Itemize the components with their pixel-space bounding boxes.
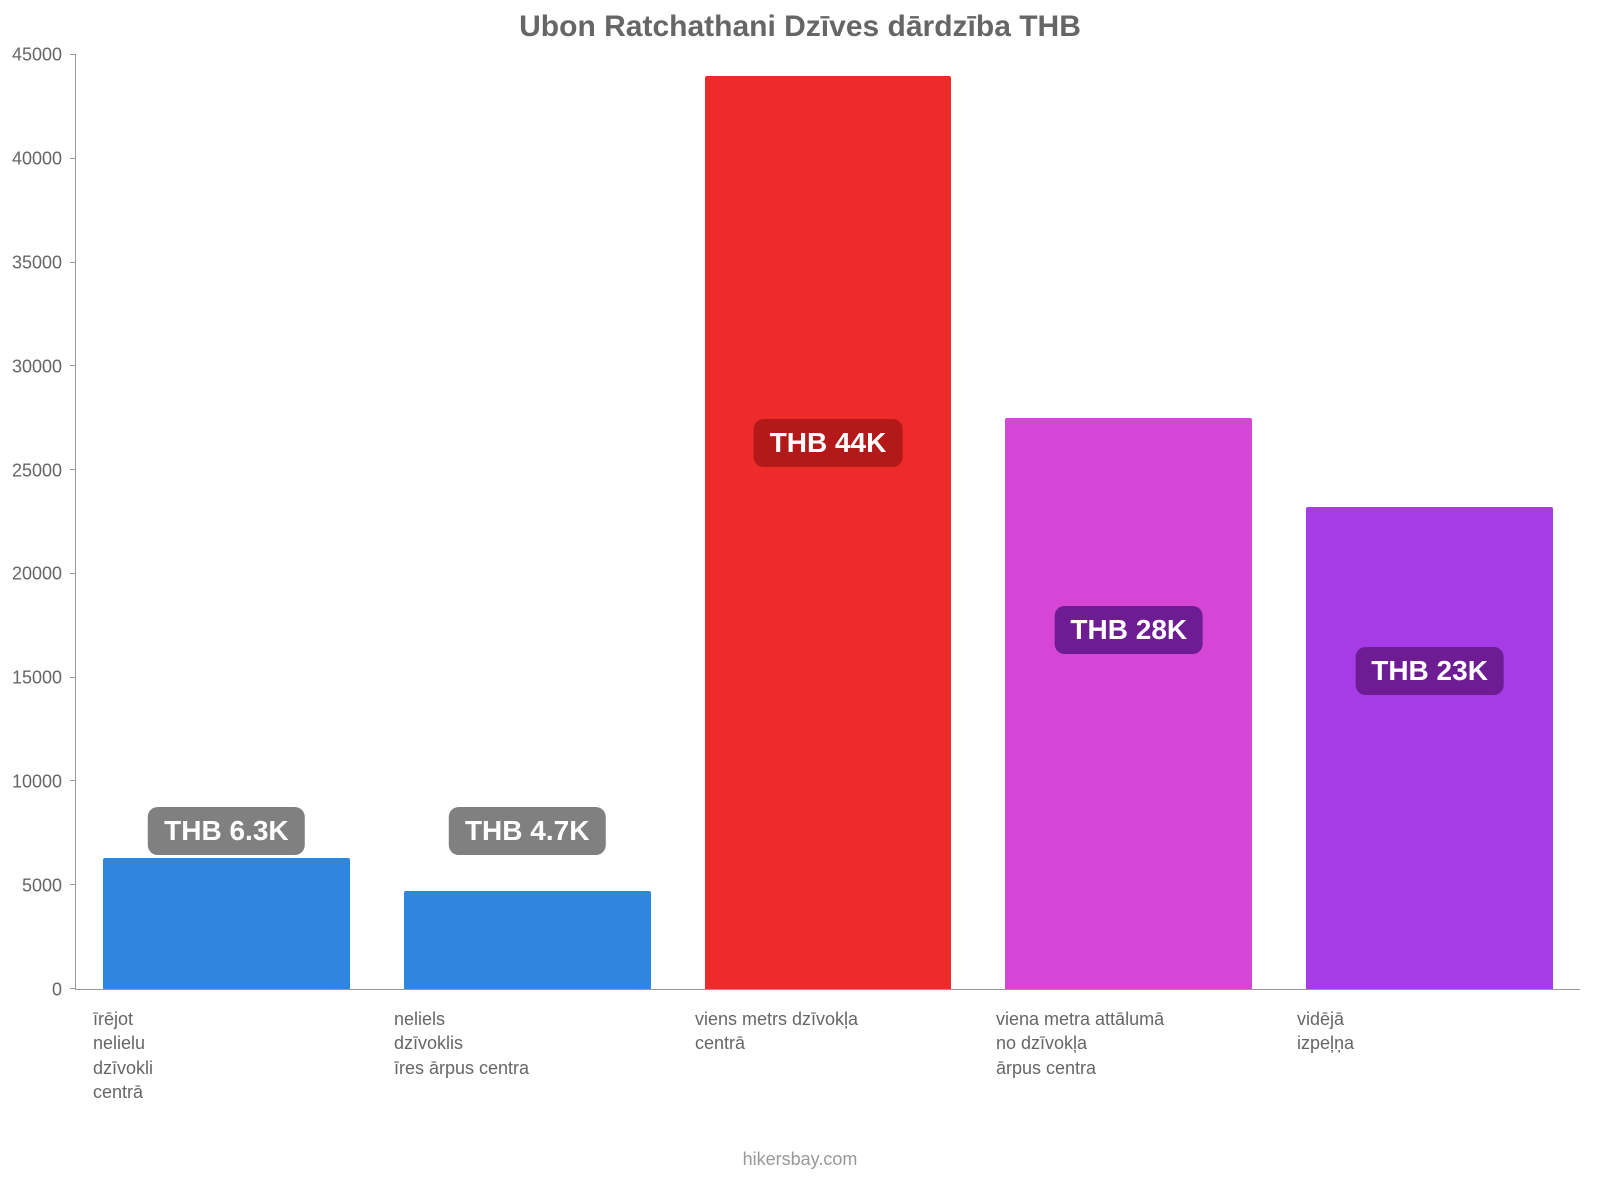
- y-tick-mark: [70, 780, 76, 781]
- chart-title: Ubon Ratchathani Dzīves dārdzība THB: [0, 10, 1600, 44]
- x-axis-labels: īrējot nelielu dzīvokli centrā neliels dz…: [75, 995, 1580, 1104]
- x-label-slot: īrējot nelielu dzīvokli centrā: [75, 995, 376, 1104]
- y-tick-label: 20000: [12, 564, 62, 585]
- bar: [705, 76, 952, 989]
- y-tick-label: 0: [52, 980, 62, 1001]
- bar: [103, 858, 350, 989]
- y-tick-label: 45000: [12, 45, 62, 66]
- y-tick-mark: [70, 884, 76, 885]
- y-tick-mark: [70, 988, 76, 989]
- y-tick-label: 5000: [22, 876, 62, 897]
- bar-value-label: THB 28K: [1054, 606, 1203, 654]
- bar-value-label: THB 44K: [754, 419, 903, 467]
- y-tick-label: 35000: [12, 252, 62, 273]
- bar-value-label: THB 4.7K: [449, 807, 605, 855]
- bar-slot: THB 4.7K: [377, 55, 678, 989]
- y-tick-mark: [70, 158, 76, 159]
- plot-area: THB 6.3K THB 4.7K THB 44K THB 28K THB 23K: [75, 55, 1580, 990]
- bars-row: THB 6.3K THB 4.7K THB 44K THB 28K THB 23K: [76, 55, 1580, 989]
- chart-footer: hikersbay.com: [0, 1149, 1600, 1170]
- x-label: vidējā izpeļņa: [1297, 1007, 1562, 1056]
- y-tick-mark: [70, 573, 76, 574]
- bar-slot: THB 23K: [1279, 55, 1580, 989]
- bar-value-label: THB 23K: [1355, 647, 1504, 695]
- y-tick-mark: [70, 54, 76, 55]
- y-tick-mark: [70, 469, 76, 470]
- bar: [1306, 507, 1553, 989]
- y-tick-label: 15000: [12, 668, 62, 689]
- bar-value-label: THB 6.3K: [148, 807, 304, 855]
- x-label-slot: viens metrs dzīvokļa centrā: [677, 995, 978, 1104]
- bar: [404, 891, 651, 989]
- y-tick-mark: [70, 365, 76, 366]
- bar-slot: THB 6.3K: [76, 55, 377, 989]
- x-label: īrējot nelielu dzīvokli centrā: [93, 1007, 358, 1104]
- bar: [1005, 418, 1252, 989]
- y-tick-label: 10000: [12, 772, 62, 793]
- bar-slot: THB 44K: [678, 55, 979, 989]
- x-label: viena metra attālumā no dzīvokļa ārpus c…: [996, 1007, 1261, 1080]
- x-label-slot: viena metra attālumā no dzīvokļa ārpus c…: [978, 995, 1279, 1104]
- y-axis: 0500010000150002000025000300003500040000…: [0, 55, 70, 990]
- x-label: viens metrs dzīvokļa centrā: [695, 1007, 960, 1056]
- y-tick-label: 30000: [12, 356, 62, 377]
- y-tick-label: 25000: [12, 460, 62, 481]
- x-label-slot: vidējā izpeļņa: [1279, 995, 1580, 1104]
- x-label: neliels dzīvoklis īres ārpus centra: [394, 1007, 659, 1080]
- chart-container: Ubon Ratchathani Dzīves dārdzība THB 0 50…: [0, 0, 1600, 1200]
- y-tick-mark: [70, 677, 76, 678]
- x-label-slot: neliels dzīvoklis īres ārpus centra: [376, 995, 677, 1104]
- y-tick-label: 40000: [12, 148, 62, 169]
- bar-slot: THB 28K: [978, 55, 1279, 989]
- y-tick-mark: [70, 262, 76, 263]
